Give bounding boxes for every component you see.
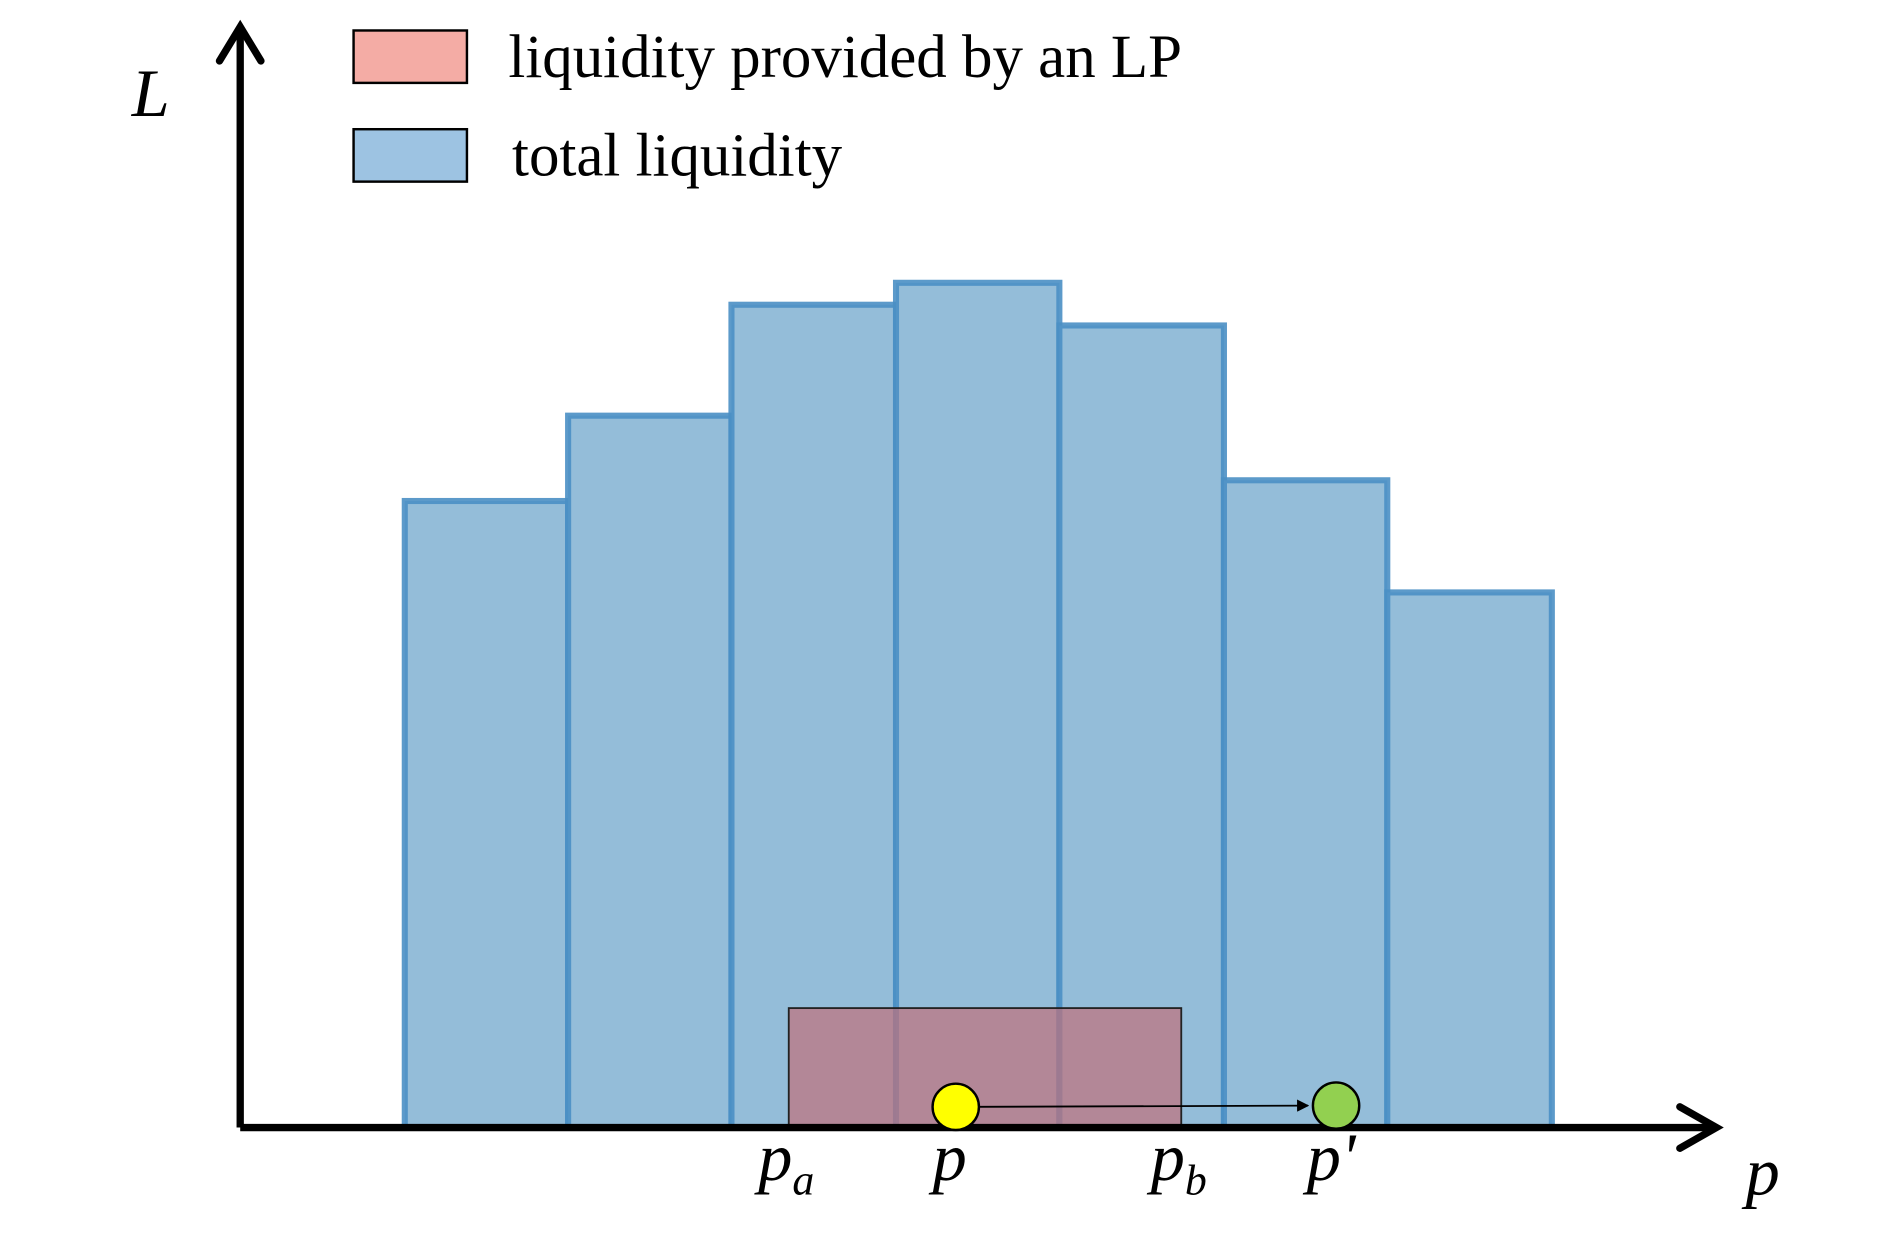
marker-label: p <box>929 1119 967 1195</box>
x-axis-label: p <box>1742 1134 1780 1210</box>
legend-label: liquidity provided by an LP <box>508 24 1182 91</box>
marker-base: p <box>929 1119 967 1195</box>
marker-base: p <box>1147 1119 1185 1195</box>
lp-liquidity <box>787 1007 1183 1129</box>
marker-sub: a <box>792 1157 814 1205</box>
new-price-point <box>1311 1081 1361 1130</box>
bar <box>728 301 900 1131</box>
bar <box>565 412 735 1131</box>
bar <box>1220 477 1391 1131</box>
y-axis-label: L <box>131 55 170 131</box>
marker-base: p' <box>1303 1119 1357 1195</box>
legend-swatch <box>352 29 469 85</box>
total-liquidity-bars <box>401 279 1555 1131</box>
price-move-arrow <box>978 1099 1310 1112</box>
price-point <box>931 1082 981 1132</box>
marker-label: p' <box>1303 1119 1357 1195</box>
legend-swatch <box>352 127 469 183</box>
marker-label: pa <box>754 1119 814 1205</box>
bar <box>401 497 572 1131</box>
legend-label: total liquidity <box>512 123 843 190</box>
marker-label: pb <box>1147 1119 1207 1205</box>
marker-base: p <box>754 1119 792 1195</box>
bar <box>892 279 1063 1131</box>
marker-sub: b <box>1185 1157 1207 1205</box>
bar <box>1384 589 1555 1131</box>
y-arrow <box>215 19 265 65</box>
x-arrow <box>1676 1103 1724 1152</box>
bar <box>1056 322 1227 1131</box>
